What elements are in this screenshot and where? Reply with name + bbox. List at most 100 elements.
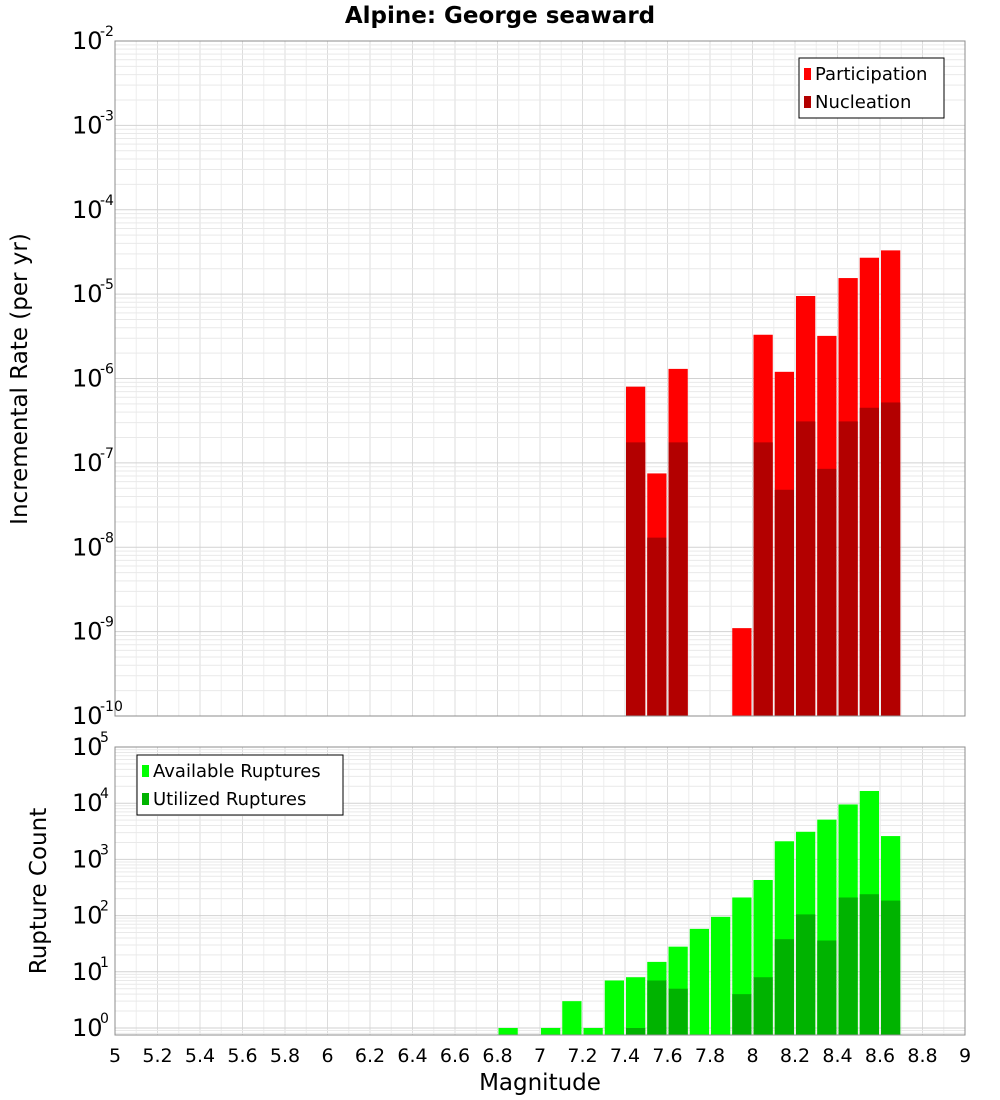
- bar-nucleation: [753, 442, 773, 716]
- rate-panel: 10-1010-910-810-710-610-510-410-310-2Par…: [72, 24, 966, 730]
- y-tick-label: 10: [72, 902, 103, 930]
- y-tick-exponent: -3: [100, 108, 114, 124]
- y-tick-label: 10: [72, 733, 103, 761]
- bar-available-ruptures: [689, 928, 709, 1035]
- y-tick-label: 10: [72, 280, 103, 308]
- x-tick-label: 5.2: [142, 1045, 172, 1067]
- x-tick-label: 7.8: [695, 1045, 725, 1067]
- x-tick-label: 8: [746, 1045, 758, 1067]
- y-tick-exponent: -2: [100, 24, 114, 40]
- bar-nucleation: [668, 442, 688, 716]
- y-tick-exponent: -4: [100, 193, 114, 209]
- y-tick-exponent: 2: [100, 899, 109, 915]
- legend-label: Participation: [815, 64, 927, 85]
- bar-utilized-ruptures: [796, 914, 816, 1035]
- x-tick-label: 5.4: [185, 1045, 215, 1067]
- bar-utilized-ruptures: [838, 897, 858, 1035]
- x-tick-label: 7.2: [567, 1045, 597, 1067]
- bar-utilized-ruptures: [774, 939, 794, 1035]
- chart-title: Alpine: George seaward: [345, 3, 655, 29]
- legend-label: Nucleation: [815, 92, 911, 113]
- y-tick-label: 10: [72, 27, 103, 55]
- bar-available-ruptures: [711, 916, 731, 1035]
- y-tick-exponent: -8: [100, 530, 114, 546]
- y-tick-label: 10: [72, 958, 103, 986]
- bar-utilized-ruptures: [647, 980, 667, 1035]
- legend-label: Available Ruptures: [153, 761, 321, 782]
- bar-nucleation: [817, 468, 837, 716]
- y-tick-label: 10: [72, 618, 103, 646]
- x-tick-label: 6.6: [440, 1045, 470, 1067]
- x-tick-label: 6.2: [355, 1045, 385, 1067]
- x-axis-label: Magnitude: [479, 1070, 601, 1096]
- y-tick-label: 10: [72, 449, 103, 477]
- bar-utilized-ruptures: [881, 900, 901, 1035]
- bar-nucleation: [881, 402, 901, 716]
- y-tick-exponent: 5: [100, 730, 109, 746]
- x-tick-label: 7: [534, 1045, 546, 1067]
- x-tick-label: 6: [321, 1045, 333, 1067]
- y-tick-exponent: -9: [100, 615, 114, 631]
- y-tick-label: 10: [72, 365, 103, 393]
- y-tick-label: 10: [72, 702, 103, 730]
- legend-swatch: [804, 96, 811, 108]
- x-tick-label: 5.8: [270, 1045, 300, 1067]
- y-tick-exponent: -5: [100, 277, 114, 293]
- bar-nucleation: [626, 442, 646, 716]
- y-axis-label-count: Rupture Count: [26, 808, 52, 974]
- x-tick-label: 7.4: [610, 1045, 640, 1067]
- bar-utilized-ruptures: [668, 988, 688, 1035]
- bar-available-ruptures: [562, 1001, 582, 1035]
- y-tick-exponent: 4: [100, 786, 109, 802]
- bar-available-ruptures: [498, 1027, 518, 1035]
- y-tick-exponent: -7: [100, 446, 114, 462]
- x-tick-label: 5.6: [227, 1045, 257, 1067]
- legend-swatch: [142, 765, 149, 777]
- bar-utilized-ruptures: [753, 977, 773, 1035]
- x-tick-label: 9: [959, 1045, 971, 1067]
- x-tick-label: 8.8: [907, 1045, 937, 1067]
- x-tick-label: 5: [109, 1045, 121, 1067]
- x-tick-label: 8.4: [822, 1045, 852, 1067]
- y-tick-exponent: -6: [100, 362, 114, 378]
- y-tick-exponent: 1: [100, 955, 109, 971]
- y-tick-exponent: 0: [100, 1011, 109, 1027]
- y-tick-label: 10: [72, 111, 103, 139]
- bar-nucleation: [647, 537, 667, 716]
- bar-available-ruptures: [604, 980, 624, 1035]
- bar-available-ruptures: [626, 977, 646, 1035]
- bar-nucleation: [859, 407, 879, 716]
- y-tick-exponent: -10: [100, 699, 123, 715]
- bar-utilized-ruptures: [859, 894, 879, 1035]
- y-tick-exponent: 3: [100, 842, 109, 858]
- bar-participation: [732, 628, 752, 716]
- legend-label: Utilized Ruptures: [153, 789, 306, 810]
- legend-swatch: [804, 68, 811, 80]
- bar-available-ruptures: [583, 1027, 603, 1035]
- legend-box: [798, 57, 945, 119]
- x-tick-label: 6.8: [482, 1045, 512, 1067]
- plot-frame: [114, 746, 966, 1036]
- y-axis-label-rate: Incremental Rate (per yr): [7, 233, 33, 525]
- bar-nucleation: [774, 489, 794, 716]
- bar-nucleation: [796, 421, 816, 716]
- bar-utilized-ruptures: [732, 994, 752, 1035]
- bar-utilized-ruptures: [817, 940, 837, 1035]
- x-tick-label: 8.6: [865, 1045, 895, 1067]
- y-tick-label: 10: [72, 196, 103, 224]
- y-tick-label: 10: [72, 533, 103, 561]
- plot-frame: [114, 40, 966, 717]
- x-tick-label: 6.4: [397, 1045, 427, 1067]
- x-tick-label: 7.6: [652, 1045, 682, 1067]
- y-tick-label: 10: [72, 789, 103, 817]
- y-tick-label: 10: [72, 845, 103, 873]
- bar-available-ruptures: [541, 1027, 561, 1035]
- y-tick-label: 10: [72, 1014, 103, 1042]
- x-tick-label: 8.2: [780, 1045, 810, 1067]
- legend-swatch: [142, 793, 149, 805]
- bar-nucleation: [838, 421, 858, 716]
- legend-box: [136, 754, 344, 816]
- bar-utilized-ruptures: [626, 1027, 646, 1035]
